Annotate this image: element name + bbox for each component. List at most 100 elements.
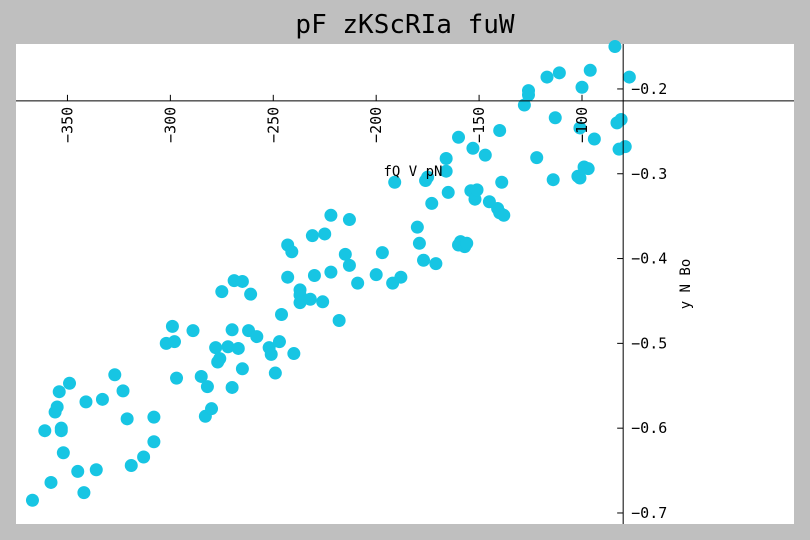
data-point bbox=[77, 486, 91, 500]
x-tick-label: −100 bbox=[573, 107, 591, 143]
data-point bbox=[137, 450, 151, 464]
data-point bbox=[460, 236, 474, 250]
data-point bbox=[622, 70, 636, 84]
data-point bbox=[95, 392, 109, 406]
data-point bbox=[452, 130, 466, 144]
data-point bbox=[425, 196, 439, 210]
data-point bbox=[332, 313, 346, 327]
data-point bbox=[439, 164, 453, 178]
x-tick-label: −150 bbox=[470, 107, 488, 143]
data-point bbox=[573, 121, 587, 135]
data-point bbox=[521, 84, 535, 98]
data-point bbox=[497, 208, 511, 222]
data-points bbox=[25, 40, 636, 507]
data-point bbox=[116, 384, 130, 398]
data-point bbox=[421, 170, 435, 184]
data-point bbox=[231, 341, 245, 355]
data-point bbox=[540, 70, 554, 84]
data-point bbox=[375, 246, 389, 260]
data-point bbox=[235, 274, 249, 288]
data-point bbox=[303, 292, 317, 306]
data-point bbox=[530, 151, 544, 165]
data-point bbox=[89, 463, 103, 477]
data-point bbox=[324, 265, 338, 279]
data-point bbox=[318, 227, 332, 241]
data-point bbox=[429, 257, 443, 271]
y-axis-title: y N Bo bbox=[678, 259, 694, 310]
data-point bbox=[124, 458, 138, 472]
data-point bbox=[63, 376, 77, 390]
data-point bbox=[205, 402, 219, 416]
x-tick-label: −350 bbox=[58, 107, 76, 143]
data-point bbox=[293, 296, 307, 310]
data-point bbox=[342, 258, 356, 272]
data-point bbox=[324, 208, 338, 222]
x-tick-label: −300 bbox=[161, 107, 179, 143]
data-point bbox=[264, 347, 278, 361]
data-point bbox=[235, 362, 249, 376]
data-point bbox=[342, 213, 356, 227]
data-point bbox=[412, 236, 426, 250]
data-point bbox=[213, 352, 227, 366]
data-point bbox=[614, 112, 628, 126]
chart-title: pF zKScRIa fuW bbox=[295, 10, 515, 40]
data-point bbox=[573, 171, 587, 185]
data-point bbox=[44, 475, 58, 489]
data-point bbox=[517, 98, 531, 112]
data-point bbox=[281, 270, 295, 284]
data-point bbox=[147, 410, 161, 424]
x-axis-title: fQ V pN bbox=[383, 164, 442, 180]
data-point bbox=[478, 148, 492, 162]
axis-ticks: −350 −300 −250 −200 −150 −100 −0.2 −0.3 −0.4 −0.5… bbox=[58, 80, 667, 522]
data-point bbox=[548, 111, 562, 125]
data-point bbox=[215, 285, 229, 299]
data-point bbox=[439, 151, 453, 165]
data-point bbox=[38, 424, 52, 438]
data-point bbox=[338, 247, 352, 261]
plot-area bbox=[16, 44, 794, 524]
data-point bbox=[305, 229, 319, 243]
data-point bbox=[410, 220, 424, 234]
data-point bbox=[581, 162, 595, 176]
data-point bbox=[120, 412, 134, 426]
data-point bbox=[250, 330, 264, 344]
data-point bbox=[52, 385, 66, 399]
data-point bbox=[186, 324, 200, 338]
data-point bbox=[167, 335, 181, 349]
data-point bbox=[287, 347, 301, 361]
data-point bbox=[369, 268, 383, 282]
data-point bbox=[221, 340, 235, 354]
data-point bbox=[575, 80, 589, 94]
data-point bbox=[244, 287, 258, 301]
data-point bbox=[165, 319, 179, 333]
data-point bbox=[493, 124, 507, 138]
data-point bbox=[394, 270, 408, 284]
data-point bbox=[316, 295, 330, 309]
data-point bbox=[285, 245, 299, 259]
data-point bbox=[25, 493, 39, 507]
data-point bbox=[170, 371, 184, 385]
y-tick-label: −0.3 bbox=[631, 165, 667, 183]
data-point bbox=[587, 132, 601, 146]
data-point bbox=[351, 276, 365, 290]
data-point bbox=[225, 380, 239, 394]
data-point bbox=[307, 269, 321, 283]
data-point bbox=[546, 173, 560, 187]
data-point bbox=[495, 175, 509, 189]
data-point bbox=[194, 369, 208, 383]
data-point bbox=[293, 283, 307, 297]
x-tick-label: −200 bbox=[367, 107, 385, 143]
y-tick-label: −0.5 bbox=[631, 334, 667, 352]
data-point bbox=[56, 446, 70, 460]
data-point bbox=[583, 63, 597, 77]
data-point bbox=[268, 366, 282, 380]
data-point bbox=[388, 175, 402, 189]
data-point bbox=[417, 253, 431, 267]
y-tick-label: −0.4 bbox=[631, 250, 667, 268]
y-tick-label: −0.7 bbox=[631, 504, 667, 522]
data-point bbox=[79, 395, 93, 409]
data-point bbox=[466, 141, 480, 155]
data-point bbox=[608, 40, 622, 54]
data-point bbox=[209, 341, 223, 355]
